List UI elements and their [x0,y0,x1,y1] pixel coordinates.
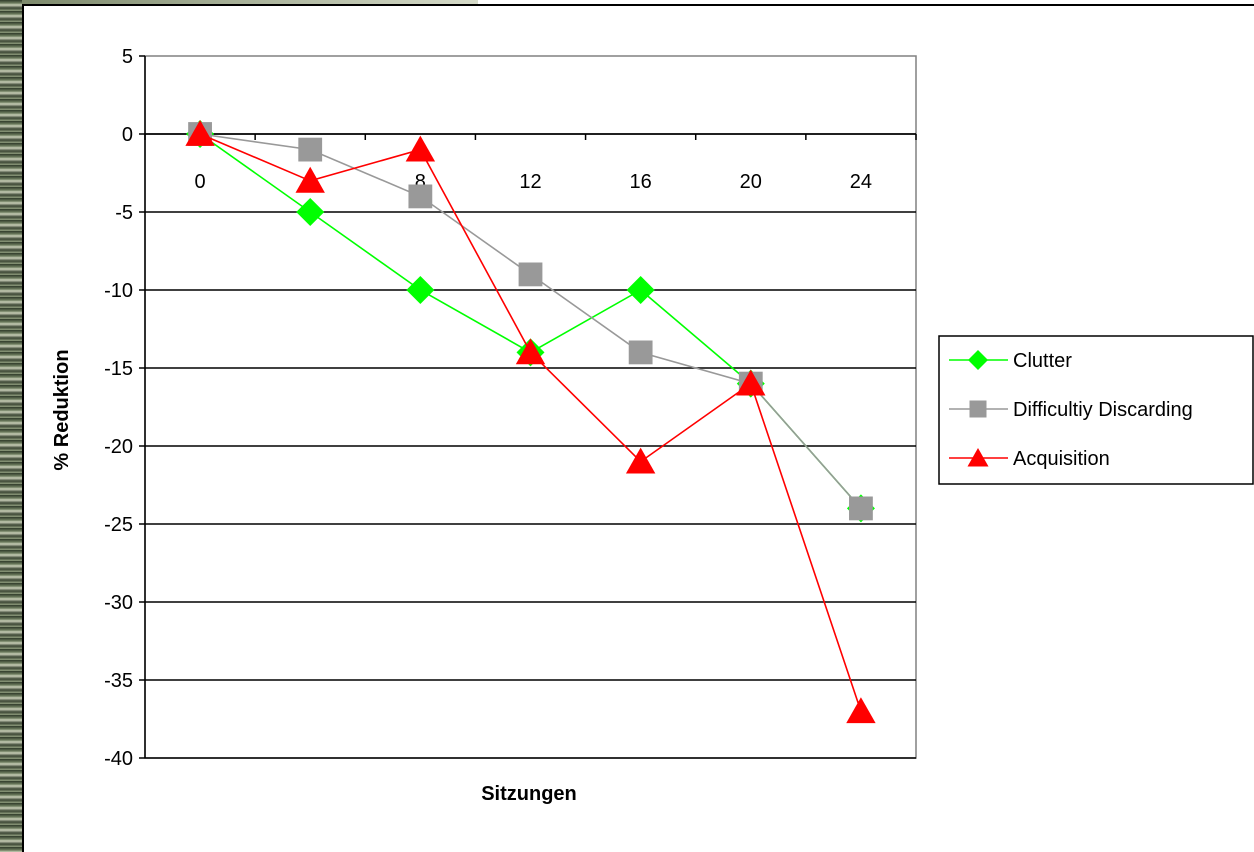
plot-area-border [144,55,917,759]
x-axis-title: Sitzungen [481,783,577,805]
y-tick-label: -15 [104,358,133,380]
data-point [298,137,323,162]
legend-label: Difficultiy Discarding [1013,399,1193,421]
data-point [849,496,873,521]
data-point [967,448,989,467]
x-tick-label: 20 [740,171,762,193]
x-tick-label: 8 [415,171,426,193]
y-tick-label: -30 [104,592,133,614]
y-tick-label: -35 [104,670,133,692]
x-tick-label: 16 [630,171,652,193]
legend: Clutter Difficultiy Discarding Acquisition [938,335,1254,485]
y-tick-label: -10 [104,280,133,302]
y-tick-label: -5 [115,202,133,224]
data-point [295,166,325,193]
data-point [406,276,435,304]
data-point [408,184,433,209]
legend-label: Clutter [1013,350,1072,372]
x-tick-label: 24 [850,171,872,193]
y-axis-title: % Reduktion [51,349,73,470]
legend-entry: Clutter [949,350,1072,372]
data-point [736,369,766,396]
data-point [969,400,987,418]
data-point [296,198,325,226]
y-tick-label: -25 [104,514,133,536]
y-tick-label: 0 [122,124,133,146]
data-point [625,447,656,474]
x-tick-label: 12 [519,171,541,193]
data-point [518,262,543,287]
legend-entry: Difficultiy Discarding [949,399,1193,421]
legend-label: Acquisition [1013,448,1110,470]
legend-entry: Acquisition [949,448,1110,470]
data-point [628,340,653,365]
y-tick-label: -20 [104,436,133,458]
y-tick-label: 5 [122,46,133,68]
axes: 50-5-10-15-20-25-30-35-4004812162024 [104,46,917,770]
data-point [968,350,988,370]
gridlines [144,55,917,759]
background-edge [0,0,22,852]
y-tick-label: -40 [104,748,133,770]
x-tick-label: 0 [195,171,206,193]
series-acquisition [185,120,876,724]
data-point [846,697,876,724]
series [185,120,876,724]
background-top-edge [22,0,478,4]
series-line [199,133,862,712]
data-point [515,338,546,365]
data-point [626,276,655,304]
data-point [405,135,436,162]
data-point [185,120,215,146]
